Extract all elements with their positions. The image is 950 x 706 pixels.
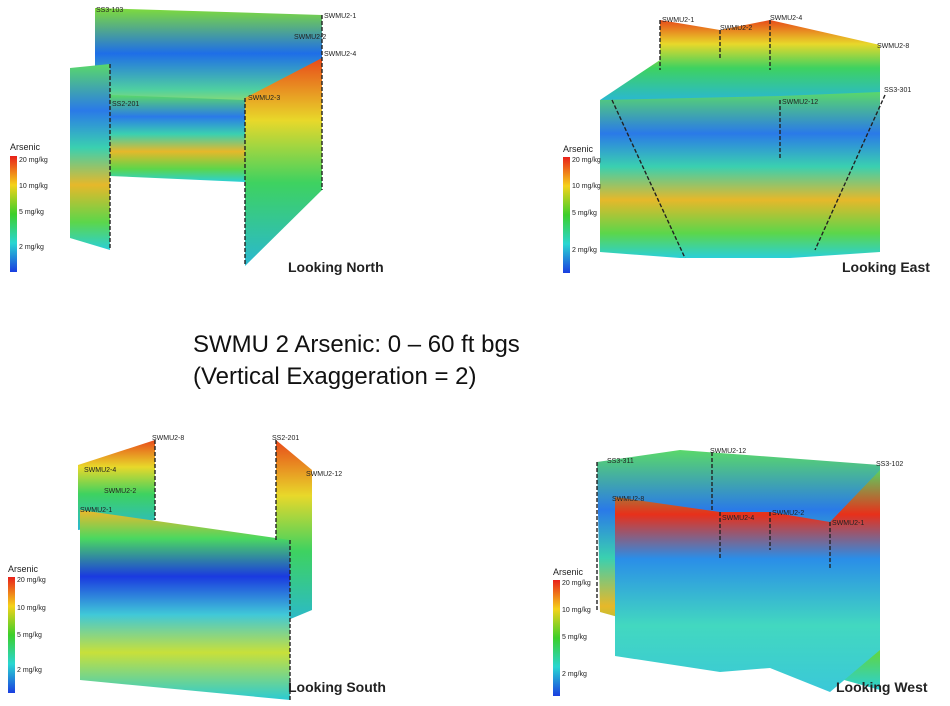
legend-label: 10 mg/kg xyxy=(562,607,591,614)
well-label: SS3-103 xyxy=(96,7,123,14)
well-label: SS3-102 xyxy=(876,461,903,468)
legend-label: 20 mg/kg xyxy=(19,157,48,164)
fence xyxy=(245,58,322,266)
caption: Looking South xyxy=(288,679,386,695)
panel-south: SWMU2-8 SS2-201 SWMU2-4 SWMU2-12 SWMU2-2… xyxy=(8,435,386,700)
fence xyxy=(600,92,880,258)
legend-label: 5 mg/kg xyxy=(572,210,597,217)
well-line xyxy=(611,99,686,259)
title-line: (Vertical Exaggeration = 2) xyxy=(193,363,477,390)
panel-east: SWMU2-1 SWMU2-2 SWMU2-4 SWMU2-8 SS3-301 … xyxy=(563,15,930,275)
caption: Looking West xyxy=(836,679,928,695)
well-label: SWMU2-12 xyxy=(306,471,342,478)
well-label: SWMU2-8 xyxy=(152,435,184,442)
legend-label: 20 mg/kg xyxy=(17,577,46,584)
legend-label: 10 mg/kg xyxy=(572,183,601,190)
legend-title: Arsenic xyxy=(553,567,584,577)
legend-label: 20 mg/kg xyxy=(572,157,601,164)
color-bar xyxy=(8,577,15,693)
fence xyxy=(110,95,245,182)
caption: Looking East xyxy=(842,259,930,275)
well-label: SWMU2-1 xyxy=(832,520,864,527)
fence xyxy=(80,510,290,700)
color-bar xyxy=(10,156,17,272)
title-line: SWMU 2 Arsenic: 0 – 60 ft bgs xyxy=(193,331,520,358)
legend-label: 5 mg/kg xyxy=(17,632,42,639)
color-bar xyxy=(553,580,560,696)
fence xyxy=(70,64,110,250)
caption: Looking North xyxy=(288,259,384,275)
well-label: SWMU2-4 xyxy=(770,15,802,22)
well-line xyxy=(814,94,886,251)
well-label: SS2-201 xyxy=(272,435,299,442)
well-label: SWMU2-2 xyxy=(772,510,804,517)
color-bar xyxy=(563,157,570,273)
legend-label: 2 mg/kg xyxy=(19,244,44,251)
legend-label: 2 mg/kg xyxy=(17,667,42,674)
legend-label: 5 mg/kg xyxy=(562,634,587,641)
well-label: SWMU2-4 xyxy=(722,515,754,522)
well-label: SWMU2-3 xyxy=(248,95,280,102)
well-label: SWMU2-2 xyxy=(720,25,752,32)
well-label: SWMU2-1 xyxy=(324,13,356,20)
panel-west: SS3-311 SWMU2-12 SS3-102 SWMU2-8 SWMU2-4… xyxy=(553,448,928,696)
legend-label: 10 mg/kg xyxy=(19,183,48,190)
well-label: SWMU2-12 xyxy=(710,448,746,455)
well-label: SWMU2-4 xyxy=(324,51,356,58)
legend-title: Arsenic xyxy=(10,142,41,152)
well-label: SS2-201 xyxy=(112,101,139,108)
well-label: SWMU2-8 xyxy=(612,496,644,503)
well-label: SS3-301 xyxy=(884,87,911,94)
fence xyxy=(615,470,880,692)
fence xyxy=(600,20,880,100)
well-label: SWMU2-8 xyxy=(877,43,909,50)
panel-north: SS3-103 SWMU2-1 SWMU2-2 SWMU2-4 SS2-201 … xyxy=(10,7,384,275)
legend-label: 2 mg/kg xyxy=(562,671,587,678)
well-label: SWMU2-1 xyxy=(662,17,694,24)
legend-title: Arsenic xyxy=(563,144,594,154)
legend-label: 10 mg/kg xyxy=(17,605,46,612)
legend-label: 20 mg/kg xyxy=(562,580,591,587)
legend-label: 5 mg/kg xyxy=(19,209,44,216)
well-label: SWMU2-4 xyxy=(84,467,116,474)
fence xyxy=(78,440,155,530)
well-label: SWMU2-12 xyxy=(782,99,818,106)
well-label: SS3-311 xyxy=(607,458,634,465)
well-label: SWMU2-2 xyxy=(294,34,326,41)
legend-label: 2 mg/kg xyxy=(572,247,597,254)
well-label: SWMU2-1 xyxy=(80,507,112,514)
well-label: SWMU2-2 xyxy=(104,488,136,495)
legend-title: Arsenic xyxy=(8,564,39,574)
